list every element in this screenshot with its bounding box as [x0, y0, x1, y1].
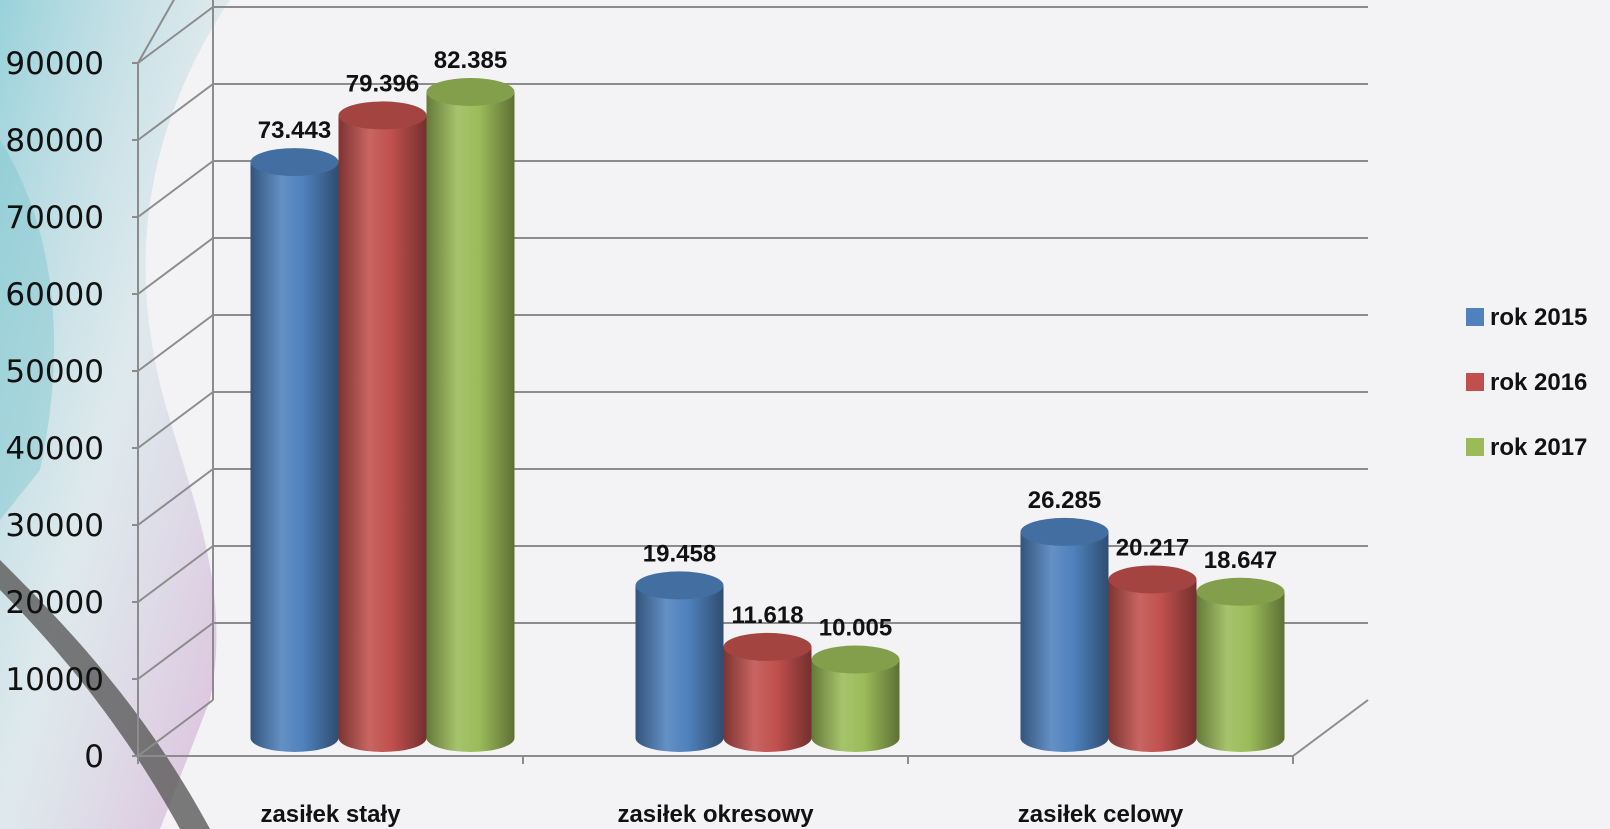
legend-swatch — [1466, 308, 1484, 326]
side-gridline — [137, 83, 214, 141]
bar-top — [1108, 565, 1197, 594]
data-label: 73.443 — [258, 117, 331, 144]
bar-top — [1196, 577, 1285, 606]
x-axis: zasiłek stały zasiłek okresowy zasiłek cel… — [137, 756, 1294, 828]
legend-label: rok 2015 — [1490, 304, 1587, 331]
side-gridline — [137, 391, 214, 449]
bar — [338, 101, 427, 753]
legend-swatch — [1466, 373, 1484, 391]
bar — [723, 632, 812, 752]
y-tick-label: 50000 — [5, 354, 104, 390]
bar-top — [723, 632, 812, 661]
bar — [811, 645, 900, 752]
data-label: 19.458 — [643, 540, 716, 567]
bar — [426, 78, 515, 752]
legend-label: rok 2017 — [1490, 434, 1587, 461]
x-tick-label: zasiłek okresowy — [617, 801, 814, 828]
side-gridline — [137, 699, 214, 757]
y-tick-label: 80000 — [5, 123, 104, 159]
side-gridline — [137, 622, 214, 680]
bar-body — [426, 92, 515, 752]
bar-top — [250, 148, 339, 177]
side-gridline — [137, 160, 214, 218]
legend-label: rok 2016 — [1490, 369, 1587, 396]
data-label: 10.005 — [819, 615, 892, 642]
side-gridline — [137, 314, 214, 372]
bar-body — [723, 646, 812, 752]
bar-body — [811, 659, 900, 752]
y-tick-label: 70000 — [5, 200, 104, 236]
side-gridline — [137, 545, 214, 603]
y-axis: 0 10000 20000 30000 40000 50000 60000 70000 8000… — [5, 46, 138, 775]
side-gridline — [137, 0, 175, 64]
legend: rok 2015 rok 2016 rok 2017 — [1466, 304, 1587, 461]
y-tick-label: 10000 — [5, 662, 104, 698]
data-label: 82.385 — [434, 47, 507, 74]
bar-body — [1020, 531, 1109, 752]
bar-body — [635, 585, 724, 752]
y-tick-label: 90000 — [5, 46, 104, 82]
data-label: 26.285 — [1028, 487, 1101, 514]
bar-body — [1108, 579, 1197, 752]
y-tick-label: 0 — [84, 739, 104, 775]
bar — [635, 571, 724, 752]
bar-top — [1020, 517, 1109, 546]
bar-top — [811, 645, 900, 674]
data-label: 79.396 — [346, 70, 419, 97]
bar — [1108, 565, 1197, 752]
side-gridline — [137, 6, 214, 64]
bar — [250, 148, 339, 752]
background-decoration — [0, 0, 230, 829]
bar — [1196, 577, 1285, 752]
data-label: 11.618 — [731, 602, 803, 629]
side-gridline — [137, 468, 214, 526]
y-tick-label: 40000 — [5, 431, 104, 467]
bar-body — [250, 162, 339, 752]
x-tick-label: zasiłek celowy — [1018, 801, 1184, 828]
bar-body — [1196, 591, 1285, 752]
data-label: 20.217 — [1116, 534, 1189, 561]
bar-top — [635, 571, 724, 600]
bar-top — [426, 78, 515, 106]
legend-swatch — [1466, 438, 1484, 456]
y-tick-label: 30000 — [5, 508, 104, 544]
bar-body — [338, 115, 427, 753]
side-gridline — [137, 237, 214, 295]
y-tick-label: 20000 — [5, 585, 104, 621]
x-tick-label: zasiłek stały — [260, 801, 401, 828]
data-label: 18.647 — [1204, 547, 1277, 574]
bars: 73.443 79.396 82.385 19.458 11.618 10.005 26.2… — [250, 47, 1285, 753]
y-tick-label: 60000 — [5, 277, 104, 313]
floor-edge — [1292, 699, 1369, 757]
bar-top — [338, 101, 427, 130]
bar — [1020, 517, 1109, 752]
